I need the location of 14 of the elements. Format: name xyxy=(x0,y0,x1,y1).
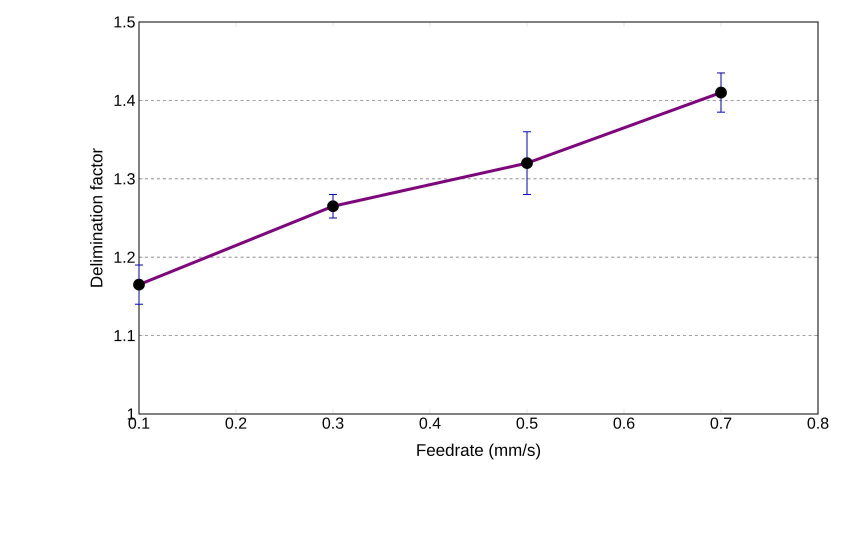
y-tick-label: 1.1 xyxy=(114,330,135,342)
x-tick-label: 0.3 xyxy=(322,418,344,429)
x-axis-title: Feedrate (mm/s) xyxy=(417,444,540,460)
x-tick-label: 0.7 xyxy=(710,418,732,429)
x-tick-label: 0.5 xyxy=(516,418,538,429)
y-tick-label: 1.2 xyxy=(114,252,135,263)
x-tick-label: 0.2 xyxy=(226,418,246,429)
x-tick-label: 0.4 xyxy=(420,418,441,429)
x-tick-label: 0.6 xyxy=(614,418,634,429)
x-tick-label: 0.8 xyxy=(808,418,828,429)
y-axis-title: Delimination factor xyxy=(90,148,102,287)
y-tick-label: 1.4 xyxy=(114,94,136,106)
y-tick-label: 1.5 xyxy=(114,16,135,28)
y-tick-label: 1.3 xyxy=(114,173,135,184)
